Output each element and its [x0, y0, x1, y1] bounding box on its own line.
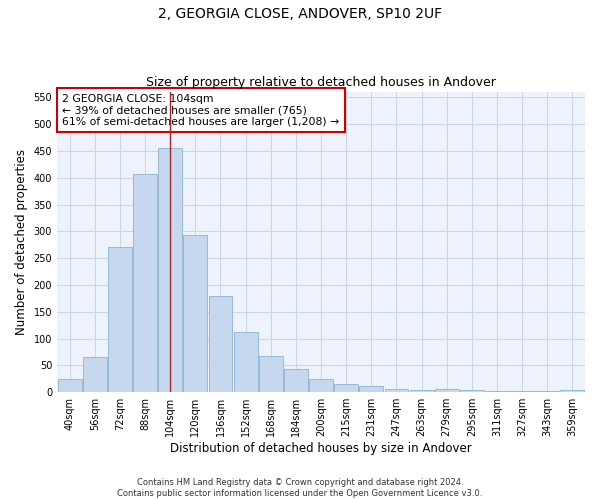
Y-axis label: Number of detached properties: Number of detached properties: [15, 149, 28, 335]
Bar: [385, 389, 409, 392]
Bar: [108, 248, 132, 392]
Bar: [359, 386, 383, 392]
Bar: [83, 358, 107, 392]
Bar: [309, 379, 333, 392]
Bar: [510, 391, 534, 392]
X-axis label: Distribution of detached houses by size in Andover: Distribution of detached houses by size …: [170, 442, 472, 455]
Bar: [334, 384, 358, 392]
Bar: [184, 235, 207, 392]
Title: Size of property relative to detached houses in Andover: Size of property relative to detached ho…: [146, 76, 496, 90]
Bar: [233, 332, 257, 392]
Bar: [58, 379, 82, 392]
Bar: [284, 369, 308, 392]
Bar: [259, 356, 283, 392]
Text: Contains HM Land Registry data © Crown copyright and database right 2024.
Contai: Contains HM Land Registry data © Crown c…: [118, 478, 482, 498]
Text: 2 GEORGIA CLOSE: 104sqm
← 39% of detached houses are smaller (765)
61% of semi-d: 2 GEORGIA CLOSE: 104sqm ← 39% of detache…: [62, 94, 340, 127]
Bar: [133, 174, 157, 392]
Bar: [410, 390, 434, 392]
Bar: [158, 148, 182, 392]
Bar: [209, 296, 232, 392]
Bar: [560, 390, 584, 392]
Bar: [435, 389, 458, 392]
Bar: [460, 390, 484, 392]
Text: 2, GEORGIA CLOSE, ANDOVER, SP10 2UF: 2, GEORGIA CLOSE, ANDOVER, SP10 2UF: [158, 8, 442, 22]
Bar: [535, 390, 559, 392]
Bar: [485, 391, 509, 392]
